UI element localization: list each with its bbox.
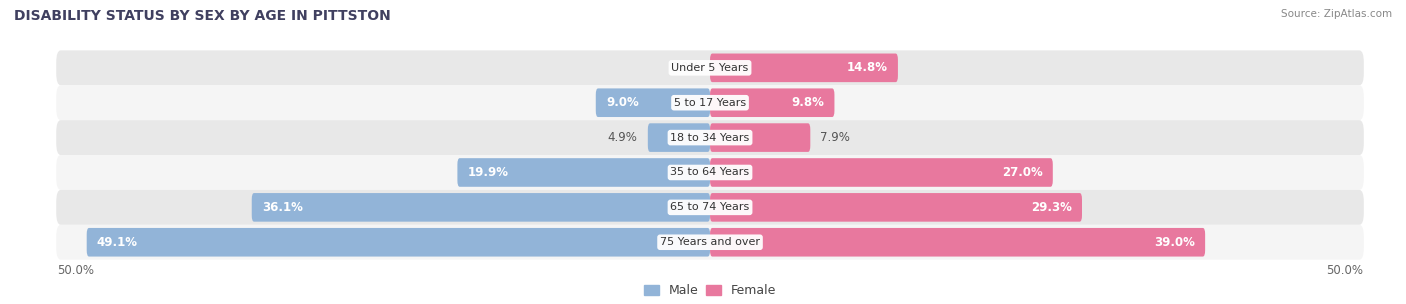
Text: 4.9%: 4.9%: [607, 131, 638, 144]
Text: 49.1%: 49.1%: [97, 236, 138, 249]
Text: 14.8%: 14.8%: [846, 61, 887, 74]
Text: 29.3%: 29.3%: [1031, 201, 1071, 214]
FancyBboxPatch shape: [56, 50, 1364, 85]
Text: 9.8%: 9.8%: [792, 96, 824, 109]
Text: DISABILITY STATUS BY SEX BY AGE IN PITTSTON: DISABILITY STATUS BY SEX BY AGE IN PITTS…: [14, 9, 391, 23]
FancyBboxPatch shape: [710, 228, 1205, 257]
Text: 7.9%: 7.9%: [821, 131, 851, 144]
FancyBboxPatch shape: [710, 123, 810, 152]
FancyBboxPatch shape: [56, 190, 1364, 225]
Legend: Male, Female: Male, Female: [638, 279, 782, 302]
FancyBboxPatch shape: [710, 54, 898, 82]
Text: Source: ZipAtlas.com: Source: ZipAtlas.com: [1281, 9, 1392, 19]
FancyBboxPatch shape: [457, 158, 710, 187]
Text: 9.0%: 9.0%: [606, 96, 638, 109]
Text: 27.0%: 27.0%: [1002, 166, 1043, 179]
FancyBboxPatch shape: [710, 158, 1053, 187]
FancyBboxPatch shape: [56, 155, 1364, 190]
FancyBboxPatch shape: [56, 85, 1364, 120]
Text: 39.0%: 39.0%: [1154, 236, 1195, 249]
FancyBboxPatch shape: [56, 225, 1364, 260]
FancyBboxPatch shape: [252, 193, 710, 222]
FancyBboxPatch shape: [56, 120, 1364, 155]
Text: 18 to 34 Years: 18 to 34 Years: [671, 133, 749, 143]
FancyBboxPatch shape: [710, 193, 1083, 222]
Text: 35 to 64 Years: 35 to 64 Years: [671, 168, 749, 178]
FancyBboxPatch shape: [87, 228, 710, 257]
Text: 36.1%: 36.1%: [262, 201, 302, 214]
Text: 0.0%: 0.0%: [671, 61, 700, 74]
Text: Under 5 Years: Under 5 Years: [672, 63, 748, 73]
Text: 19.9%: 19.9%: [468, 166, 509, 179]
Text: 75 Years and over: 75 Years and over: [659, 237, 761, 247]
FancyBboxPatch shape: [710, 88, 834, 117]
FancyBboxPatch shape: [596, 88, 710, 117]
FancyBboxPatch shape: [648, 123, 710, 152]
Text: 5 to 17 Years: 5 to 17 Years: [673, 98, 747, 108]
Text: 65 to 74 Years: 65 to 74 Years: [671, 202, 749, 212]
